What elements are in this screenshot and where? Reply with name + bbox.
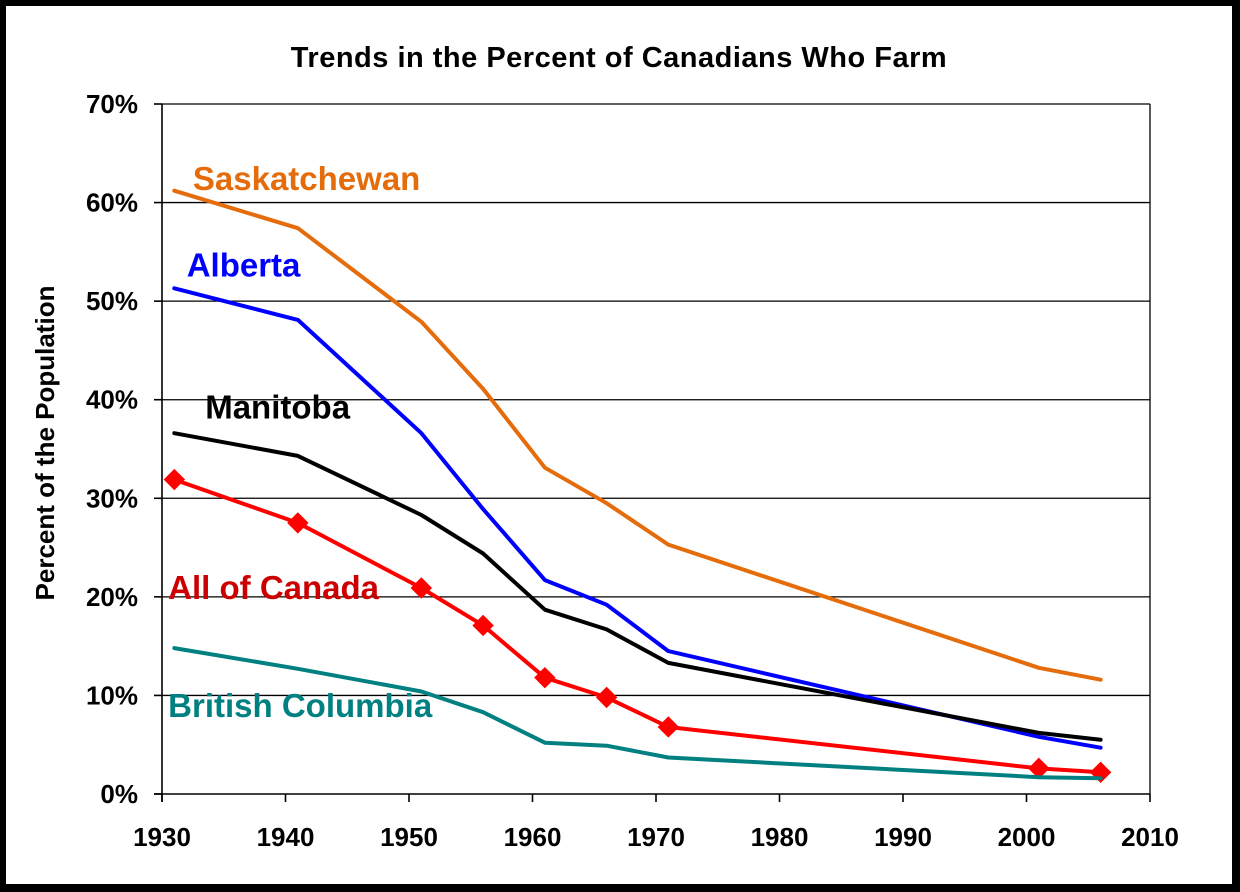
series-label-all-of-canada: All of Canada [168, 569, 380, 606]
series-label-british-columbia: British Columbia [168, 687, 433, 724]
y-tick-label-5: 50% [86, 286, 138, 316]
chart-title: Trends in the Percent of Canadians Who F… [290, 42, 948, 74]
y-tick-label-7: 70% [86, 89, 138, 119]
series-line-saskatchewan [172, 188, 1103, 682]
point-all-of-canada-5 [595, 686, 618, 709]
x-tick-label-3: 1960 [504, 822, 562, 852]
point-all-of-canada-4 [534, 666, 556, 689]
point-all-of-canada-6 [657, 716, 680, 738]
series-label-alberta: Alberta [187, 247, 301, 284]
x-tick-label-8: 2010 [1121, 822, 1179, 852]
point-all-of-canada-0 [163, 468, 186, 491]
series-line-british-columbia [172, 646, 1103, 781]
x-tick-label-1: 1940 [257, 822, 315, 852]
y-axis-title: Percent of the Population [30, 286, 60, 601]
chart-frame: Trends in the Percent of Canadians Who F… [6, 6, 1232, 884]
x-tick-label-6: 1990 [874, 822, 932, 852]
y-tick-label-1: 10% [86, 680, 138, 710]
y-tick-label-0: 0% [100, 779, 138, 809]
x-tick-label-7: 2000 [998, 822, 1056, 852]
x-tick-label-5: 1980 [751, 822, 809, 852]
y-tick-label-6: 60% [86, 188, 138, 218]
x-tick-label-2: 1950 [380, 822, 438, 852]
series-label-saskatchewan: Saskatchewan [193, 160, 420, 197]
y-tick-label-3: 30% [86, 483, 138, 513]
y-tick-label-2: 20% [86, 582, 138, 612]
x-tick-label-0: 1930 [133, 822, 191, 852]
line-chart: 0% 10% 20% 30% 40% 50% 60% 70% 1930 1940 1950 1960 1… [30, 89, 1179, 852]
series-label-manitoba: Manitoba [205, 388, 350, 425]
point-all-of-canada-1 [287, 512, 309, 534]
point-all-of-canada-3 [472, 614, 494, 637]
series-line-alberta [172, 286, 1103, 750]
series-line-manitoba [172, 431, 1103, 742]
point-all-of-canada-2 [410, 577, 433, 599]
x-tick-label-4: 1970 [627, 822, 685, 852]
y-tick-label-4: 40% [86, 385, 138, 415]
